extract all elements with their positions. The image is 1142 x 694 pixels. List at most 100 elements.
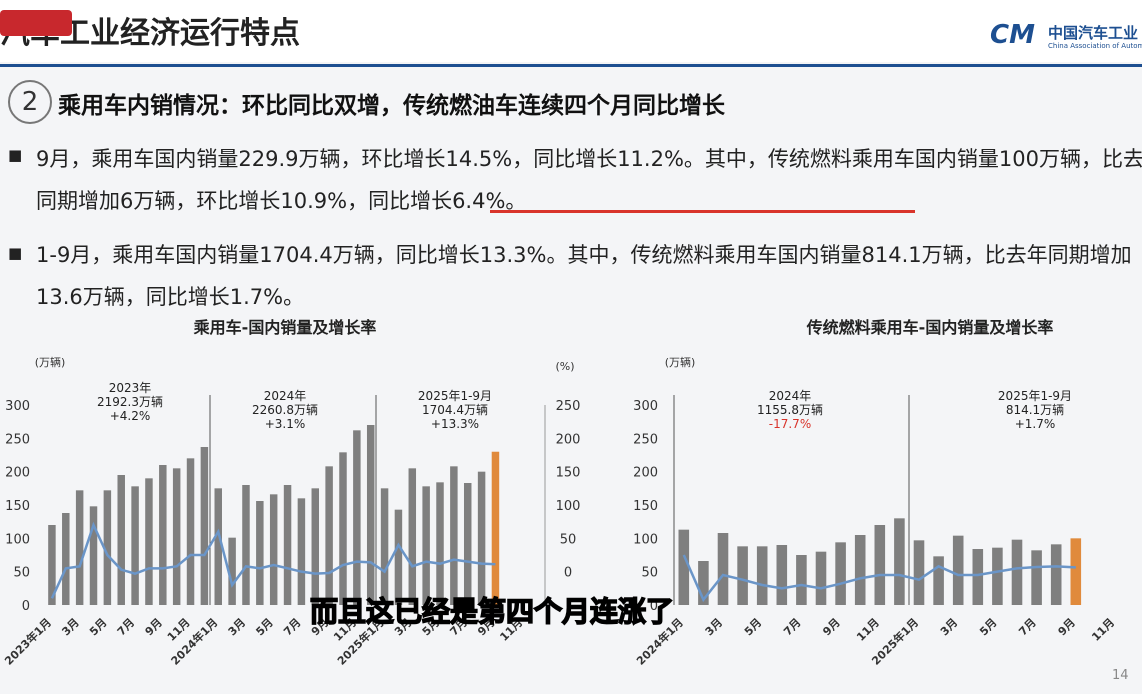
y-tick-label: 50 [13,566,30,581]
x-tick-label: 11月 [1089,616,1117,644]
section-number: 2 [8,80,52,124]
x-tick-label: 7月 [115,616,137,638]
annotation: -17.7% [769,417,811,431]
header-bar [0,0,1142,62]
annotation: 814.1万辆 [1006,403,1064,417]
section-heading: 乘用车内销情况：环比同比双增，传统燃油车连续四个月同比增长 [58,93,725,119]
bar [214,488,222,605]
y-axis-label: (万辆) [35,355,66,369]
header-rule [0,64,1142,67]
caption: 而且这已经是第四个月连涨了 [309,594,675,629]
bar [408,468,417,605]
y-tick-label: 100 [5,532,30,547]
page-number: 14 [1112,668,1129,683]
x-tick-label: 7月 [1016,616,1038,638]
annotation: 2260.8万辆 [252,403,318,417]
annotation: 1155.8万辆 [757,403,823,417]
bar [1031,550,1042,605]
bullet-text: 9月，乘用车国内销量229.9万辆，环比增长14.5%，同比增长11.2%。其中… [36,147,1142,213]
y2-tick-label: 250 [556,399,581,414]
annotation: 2023年 [109,381,152,395]
chart-title: 乘用车-国内销量及增长率 [193,318,377,337]
y2-axis-label: (%) [555,360,574,373]
y-tick-label: 150 [633,499,658,514]
x-tick-label: 2023年1月 [2,615,55,668]
x-tick-label: 9月 [143,616,165,638]
bar [992,547,1003,605]
bar [145,478,153,605]
y-tick-label: 150 [5,499,30,514]
annotation: 2024年 [769,389,812,403]
bar [311,488,320,605]
annotation: 1704.4万辆 [422,403,488,417]
y2-tick-label: 50 [560,532,577,547]
bullet-marker: ■ [8,146,23,164]
annotation: 2192.3万辆 [97,395,163,409]
x-tick-label: 7月 [281,616,303,638]
bar [380,488,389,605]
logo-sub: China Association of Automobile [1048,42,1142,50]
bar [463,483,472,605]
chart-title: 传统燃料乘用车-国内销量及增长率 [806,318,1054,337]
y-axis-label: (万辆) [665,355,696,369]
logo-mark: CM [990,20,1035,50]
bullet-marker: ■ [8,244,23,262]
bar [698,561,709,605]
y-tick-label: 200 [5,466,30,481]
y2-tick-label: 100 [556,499,581,514]
y-tick-label: 200 [633,466,658,481]
bar [339,452,347,605]
x-tick-label: 5月 [977,616,999,638]
y-tick-label: 250 [5,432,30,447]
annotation: 2025年1-9月 [998,389,1072,403]
growth-line [50,521,496,599]
bar [75,490,84,605]
bar [117,475,125,605]
y-tick-label: 100 [633,532,658,547]
x-tick-label: 11月 [854,616,882,644]
bar [89,506,98,605]
bar [1011,539,1023,605]
growth-line [682,554,1076,603]
bar [172,468,181,605]
bar [1050,544,1062,605]
bar [717,533,729,605]
y-tick-label: 300 [5,399,30,414]
bar [131,486,139,605]
y2-tick-label: 200 [556,432,581,447]
bar [159,465,167,605]
y-tick-label: 300 [633,399,658,414]
bar [913,540,925,605]
bar [353,430,361,605]
x-tick-label: 5月 [253,616,275,638]
bullet-text: 1-9月，乘用车国内销量1704.4万辆，同比增长13.3%。其中，传统燃料乘用… [36,243,1132,309]
x-tick-label: 9月 [1056,616,1078,638]
bar [228,537,236,605]
bar [297,498,306,605]
bar [256,501,264,605]
x-tick-label: 5月 [742,616,764,638]
bar [325,466,333,605]
bar [491,451,500,605]
bar [835,542,846,605]
bar [283,485,292,605]
bar [436,482,444,605]
y2-tick-label: 0 [564,566,572,581]
x-tick-label: 9月 [820,616,842,638]
y-tick-label: 50 [641,566,658,581]
bar [894,518,905,605]
bar [477,471,486,605]
bar [450,466,458,605]
bar [186,458,195,605]
y-tick-label: 250 [633,432,658,447]
bar [242,485,250,605]
y-tick-label: 0 [22,599,30,614]
bar [952,535,964,605]
annotation: 2025年1-9月 [418,389,492,403]
bar [269,494,278,605]
x-tick-label: 5月 [87,616,109,638]
bar [422,486,430,605]
x-tick-label: 7月 [781,616,803,638]
